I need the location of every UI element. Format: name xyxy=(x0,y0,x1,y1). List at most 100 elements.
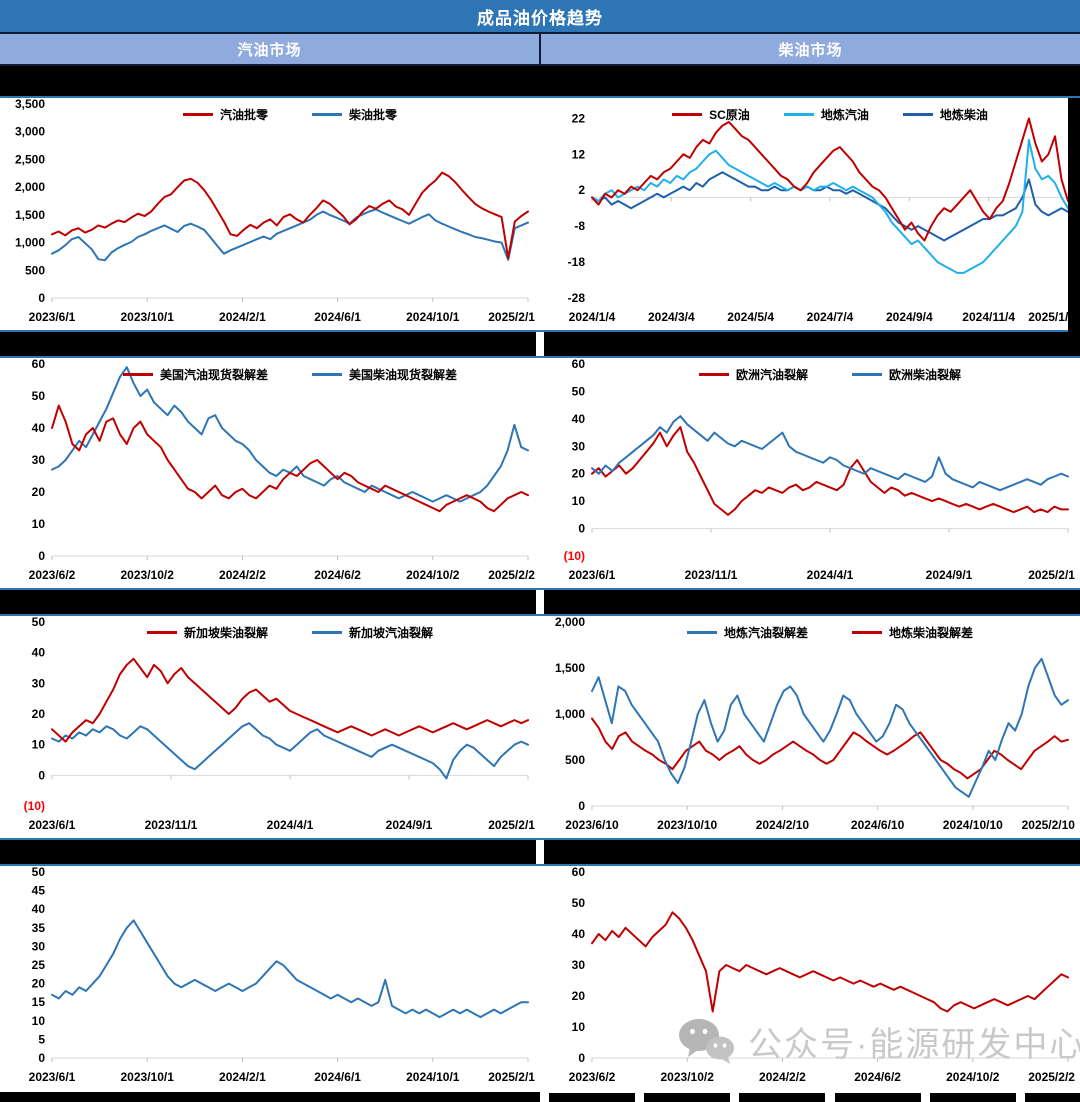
y-tick-label: 22 xyxy=(572,111,586,125)
x-tick-label: 2025/2/1 xyxy=(488,1070,535,1084)
y-tick-label: 35 xyxy=(32,921,46,935)
y-tick-label: 2 xyxy=(578,183,585,197)
y-tick-label: 20 xyxy=(32,485,46,499)
y-tick-label: 30 xyxy=(572,439,586,453)
bottom-border-left xyxy=(0,1092,540,1102)
x-tick-label: 2024/5/4 xyxy=(727,310,774,324)
x-tick-label: 2024/10/2 xyxy=(946,1070,1000,1084)
y-tick-label: 0 xyxy=(38,291,45,305)
series-line-美国柴油现货裂解差 xyxy=(51,366,529,503)
column-header-label: 汽油市场 xyxy=(237,41,302,59)
x-tick-label: 2024/6/1 xyxy=(314,1070,361,1084)
x-tick-label: 2025/2/1 xyxy=(488,818,535,832)
y-tick-label: 40 xyxy=(572,927,586,941)
x-tick-label: 2024/10/2 xyxy=(406,568,460,582)
x-tick-label: 2024/11/4 xyxy=(962,310,1015,324)
y-tick-label: 3,000 xyxy=(15,125,45,139)
divider xyxy=(0,64,1080,66)
bottom-border-segment xyxy=(1025,1093,1080,1102)
x-tick-label: 2025/2/1 xyxy=(1028,568,1075,582)
y-tick-label: 50 xyxy=(32,866,46,879)
divider xyxy=(0,96,1080,98)
market-column-headers: 汽油市场 柴油市场 xyxy=(0,34,1080,64)
x-tick-label: 2024/9/1 xyxy=(926,568,973,582)
x-tick-label: 2024/2/2 xyxy=(759,1070,806,1084)
y-tick-label: 40 xyxy=(32,902,46,916)
y-tick-label: 5 xyxy=(38,1032,45,1046)
series-line-美国汽油现货裂解差 xyxy=(51,404,529,513)
x-tick-label: 2024/10/10 xyxy=(943,818,1003,832)
y-tick-label: 0 xyxy=(578,1051,585,1065)
chart-wholesale-retail-prices: 2023/6/1 2023/10/1 2024/2/1 2024/6/1 2024/10… xyxy=(0,98,540,330)
y-tick-label: 30 xyxy=(32,939,46,953)
y-tick-label: 0 xyxy=(38,549,45,563)
x-tick-label: 2024/2/10 xyxy=(756,818,810,832)
y-tick-label: 2,500 xyxy=(15,152,45,166)
x-tick-label: 2023/11/1 xyxy=(145,818,198,832)
chart-unlabeled-diesel-trend: 2023/6/2 2023/10/2 2024/2/2 2024/6/2 2024/10… xyxy=(540,866,1080,1090)
y-tick-label: -28 xyxy=(568,291,586,305)
y-tick-label: -8 xyxy=(574,219,585,233)
x-tick-label: 2024/10/1 xyxy=(406,1070,460,1084)
x-tick-label: 2023/10/1 xyxy=(121,310,175,324)
series-line-欧洲汽油裂解 xyxy=(591,426,1069,516)
y-tick-label: 15 xyxy=(32,995,46,1009)
series-line-新加坡汽油裂解 xyxy=(51,722,529,780)
x-tick-label: 2023/6/2 xyxy=(29,568,76,582)
x-tick-label: 2024/4/1 xyxy=(267,818,314,832)
header-black-band xyxy=(0,66,1080,96)
y-tick-label: 1,000 xyxy=(555,707,585,721)
y-tick-label: 0 xyxy=(38,1051,45,1065)
y-tick-label: 1,000 xyxy=(15,236,45,250)
chart-local-refinery-crack-spreads: 2023/6/10 2023/10/10 2024/2/10 2024/6/10 202… xyxy=(540,616,1080,838)
series-line-blue-series xyxy=(51,919,529,1019)
x-tick-label: 2024/7/4 xyxy=(807,310,854,324)
y-tick-label: 1,500 xyxy=(15,208,45,222)
divider xyxy=(0,32,1080,34)
x-tick-label: 2024/4/1 xyxy=(807,568,854,582)
y-tick-label: 500 xyxy=(25,263,45,277)
y-tick-label: 50 xyxy=(32,389,46,403)
series-line-欧洲柴油裂解 xyxy=(591,415,1069,492)
x-tick-label: 2024/10/1 xyxy=(406,310,460,324)
y-tick-label: 10 xyxy=(572,1020,586,1034)
y-tick-label: 10 xyxy=(32,517,46,531)
us-spot-crack-spreads-canvas: 2023/6/2 2023/10/2 2024/2/2 2024/6/2 2024/10… xyxy=(29,358,536,582)
y-tick-label: 30 xyxy=(572,958,586,972)
series-line-red-series xyxy=(591,911,1069,1013)
right-border-strip xyxy=(1068,98,1080,336)
y-tick-label: 25 xyxy=(32,958,46,972)
column-header-label: 柴油市场 xyxy=(778,41,843,59)
x-tick-label: 2024/6/1 xyxy=(314,310,361,324)
x-tick-label: 2023/11/1 xyxy=(685,568,738,582)
x-tick-label: 2024/2/1 xyxy=(219,310,266,324)
x-tick-label: 2023/10/2 xyxy=(661,1070,715,1084)
y-tick-label: 40 xyxy=(32,646,46,660)
y-tick-label: 10 xyxy=(32,1014,46,1028)
chart-row-4: 2023/6/1 2023/10/1 2024/2/1 2024/6/1 2024/10… xyxy=(0,866,1080,1090)
x-tick-label: 2024/6/2 xyxy=(854,1070,901,1084)
x-tick-label: 2023/6/1 xyxy=(569,568,616,582)
series-line-新加坡柴油裂解 xyxy=(51,657,529,743)
unlabeled-diesel-trend-canvas: 2023/6/2 2023/10/2 2024/2/2 2024/6/2 2024/10… xyxy=(569,866,1076,1084)
column-header-gasoline-market: 汽油市场 xyxy=(0,34,539,64)
row-separator xyxy=(0,330,1080,358)
page-title: 成品油价格趋势 xyxy=(477,8,603,28)
chart-sc-crude-local-refinery: 2024/1/4 2024/3/4 2024/5/4 2024/7/4 2024/9/4… xyxy=(540,98,1080,330)
y-tick-label: 500 xyxy=(565,753,585,767)
y-tick-label: 30 xyxy=(32,676,46,690)
row-separator xyxy=(0,838,1080,866)
bottom-border-segment xyxy=(644,1093,730,1102)
x-tick-label: 2024/2/1 xyxy=(219,1070,266,1084)
chart-row-1: 2023/6/1 2023/10/1 2024/2/1 2024/6/1 2024/10… xyxy=(0,98,1080,330)
chart-row-2: 2023/6/2 2023/10/2 2024/2/2 2024/6/2 2024/10… xyxy=(0,358,1080,588)
series-line-SC原油 xyxy=(591,117,1069,242)
separator-gap xyxy=(536,840,544,864)
y-tick-label: 20 xyxy=(32,707,46,721)
page-title-bar: 成品油价格趋势 xyxy=(0,0,1080,32)
y-tick-label: -18 xyxy=(568,255,586,269)
y-tick-label: 20 xyxy=(572,467,586,481)
divider xyxy=(539,34,541,64)
x-tick-label: 2023/6/1 xyxy=(29,1070,76,1084)
